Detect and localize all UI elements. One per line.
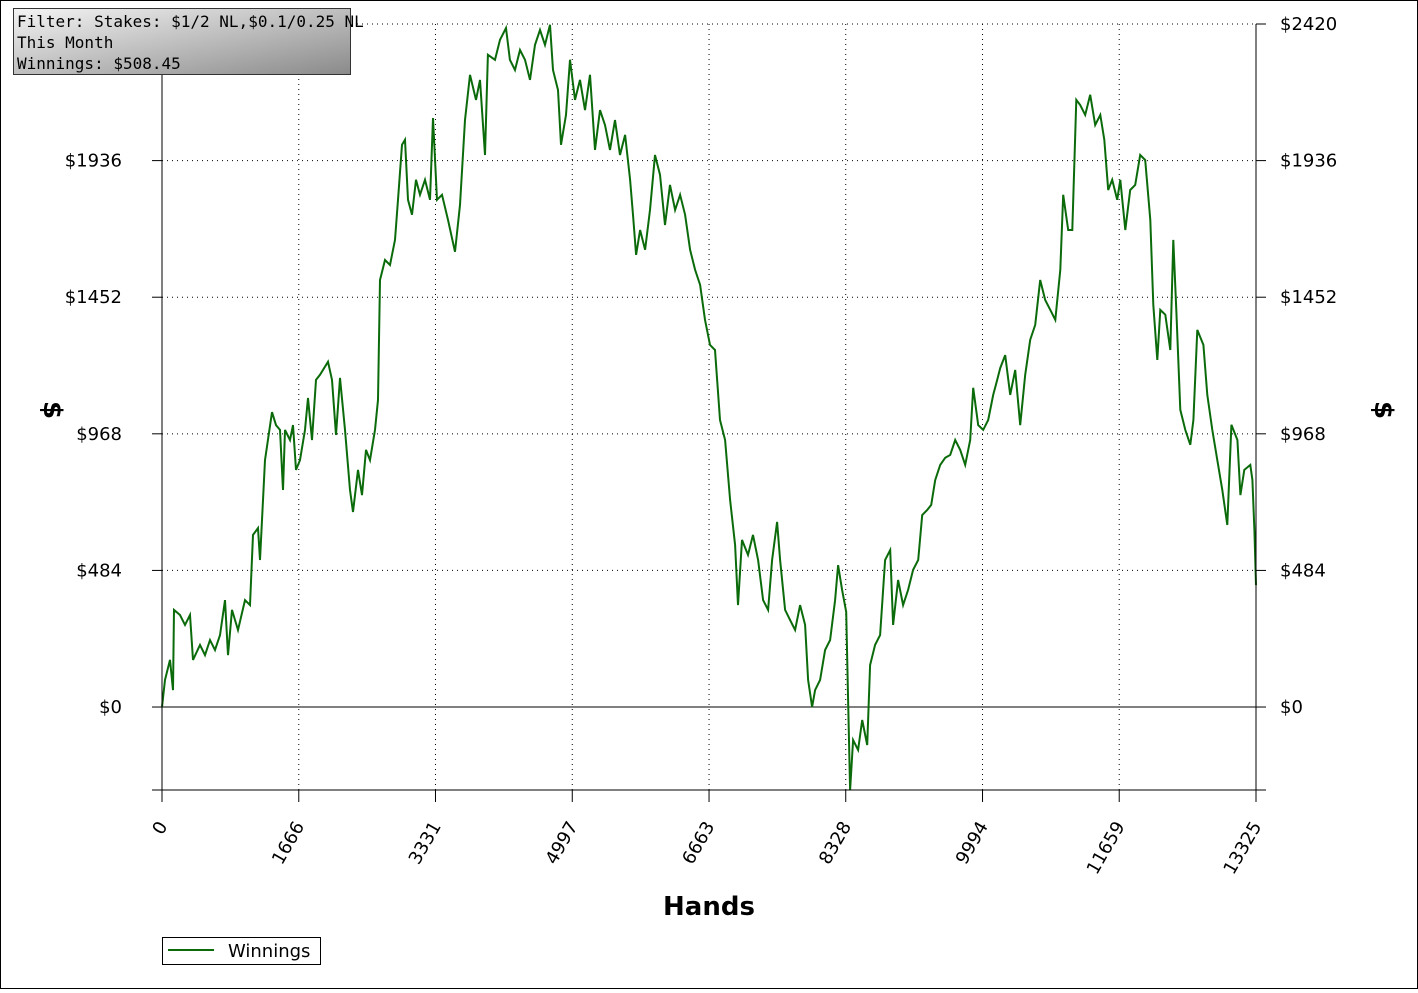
info-text: Winnings: $508.45 bbox=[17, 54, 181, 73]
y2-tick-label: $0 bbox=[1280, 697, 1303, 718]
y2-tick-label: $484 bbox=[1280, 560, 1326, 581]
info-box bbox=[13, 8, 351, 75]
y2-tick-label: $2420 bbox=[1280, 14, 1337, 35]
y-tick-label: $484 bbox=[76, 560, 122, 581]
x-axis-title: Hands bbox=[663, 892, 755, 922]
y-tick-label: $0 bbox=[99, 697, 122, 718]
info-text: This Month bbox=[17, 33, 113, 52]
y2-axis-title: $ bbox=[1368, 401, 1398, 419]
y-axis-title: $ bbox=[37, 401, 67, 419]
line-series bbox=[161, 24, 1257, 791]
info-text: Filter: Stakes: $1/2 NL,$0.1/0.25 NL bbox=[17, 12, 364, 31]
y-tick-label: $968 bbox=[76, 424, 122, 445]
y-tick-label: $1936 bbox=[65, 151, 122, 172]
y-tick-label: $1452 bbox=[65, 287, 122, 308]
y2-tick-label: $1452 bbox=[1280, 287, 1337, 308]
y2-tick-label: $1936 bbox=[1280, 151, 1337, 172]
legend-label: Winnings bbox=[228, 941, 310, 962]
y2-tick-label: $968 bbox=[1280, 424, 1326, 445]
legend-items: Winnings bbox=[168, 941, 310, 962]
plot-area: $0 $0 $484 $484 $968 $968 $1452 $1452 $1936 $1936… bbox=[65, 14, 1338, 878]
